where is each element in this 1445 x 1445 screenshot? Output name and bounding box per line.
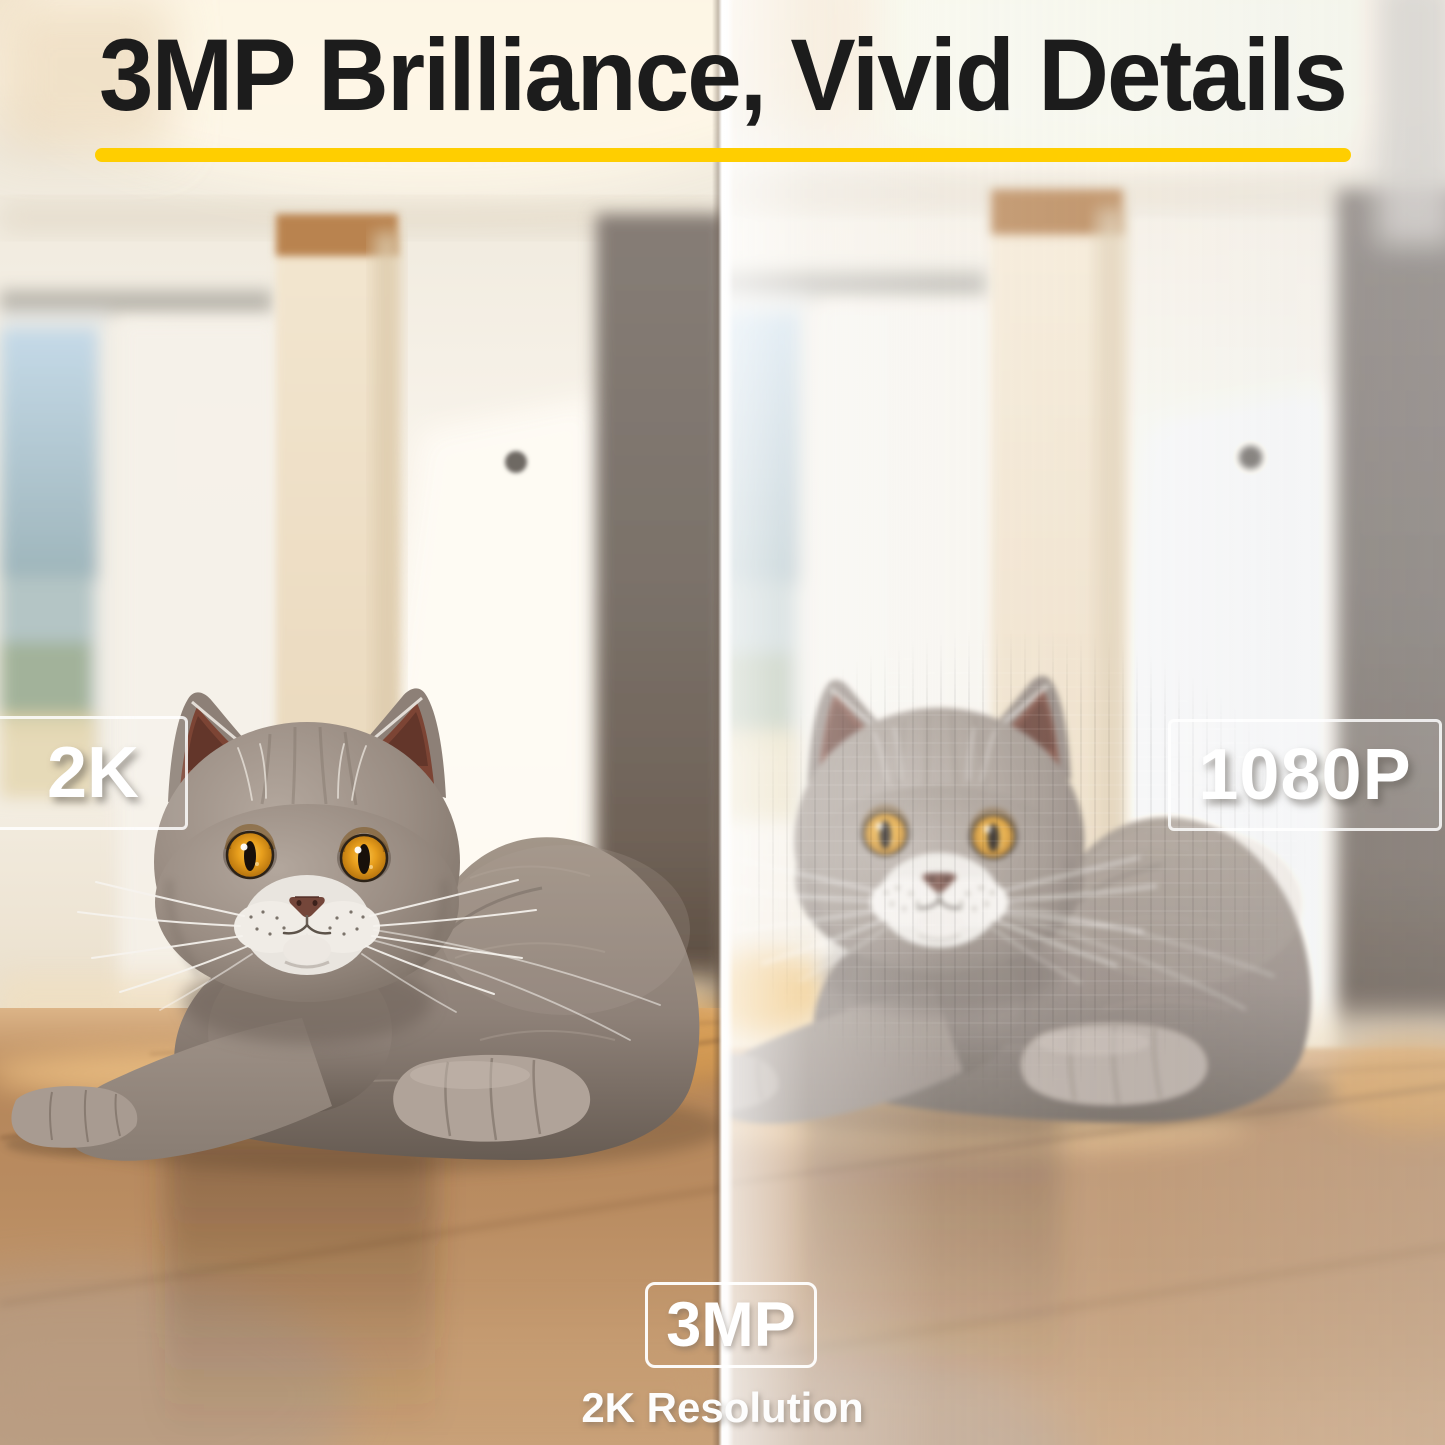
- badge-text: 3MP: [666, 1290, 796, 1360]
- accent-underline: [95, 148, 1351, 162]
- label-1080p: 1080P: [1168, 719, 1442, 831]
- label-1080p-text: 1080P: [1198, 735, 1412, 815]
- split-divider: [712, 0, 734, 1445]
- label-2k-text: 2K: [46, 733, 139, 813]
- label-2k: 2K: [0, 716, 188, 830]
- headline: 3MP Brilliance, Vivid Details: [99, 18, 1348, 132]
- resolution-badge: 3MP: [645, 1282, 817, 1368]
- badge-caption: 2K Resolution: [581, 1384, 864, 1431]
